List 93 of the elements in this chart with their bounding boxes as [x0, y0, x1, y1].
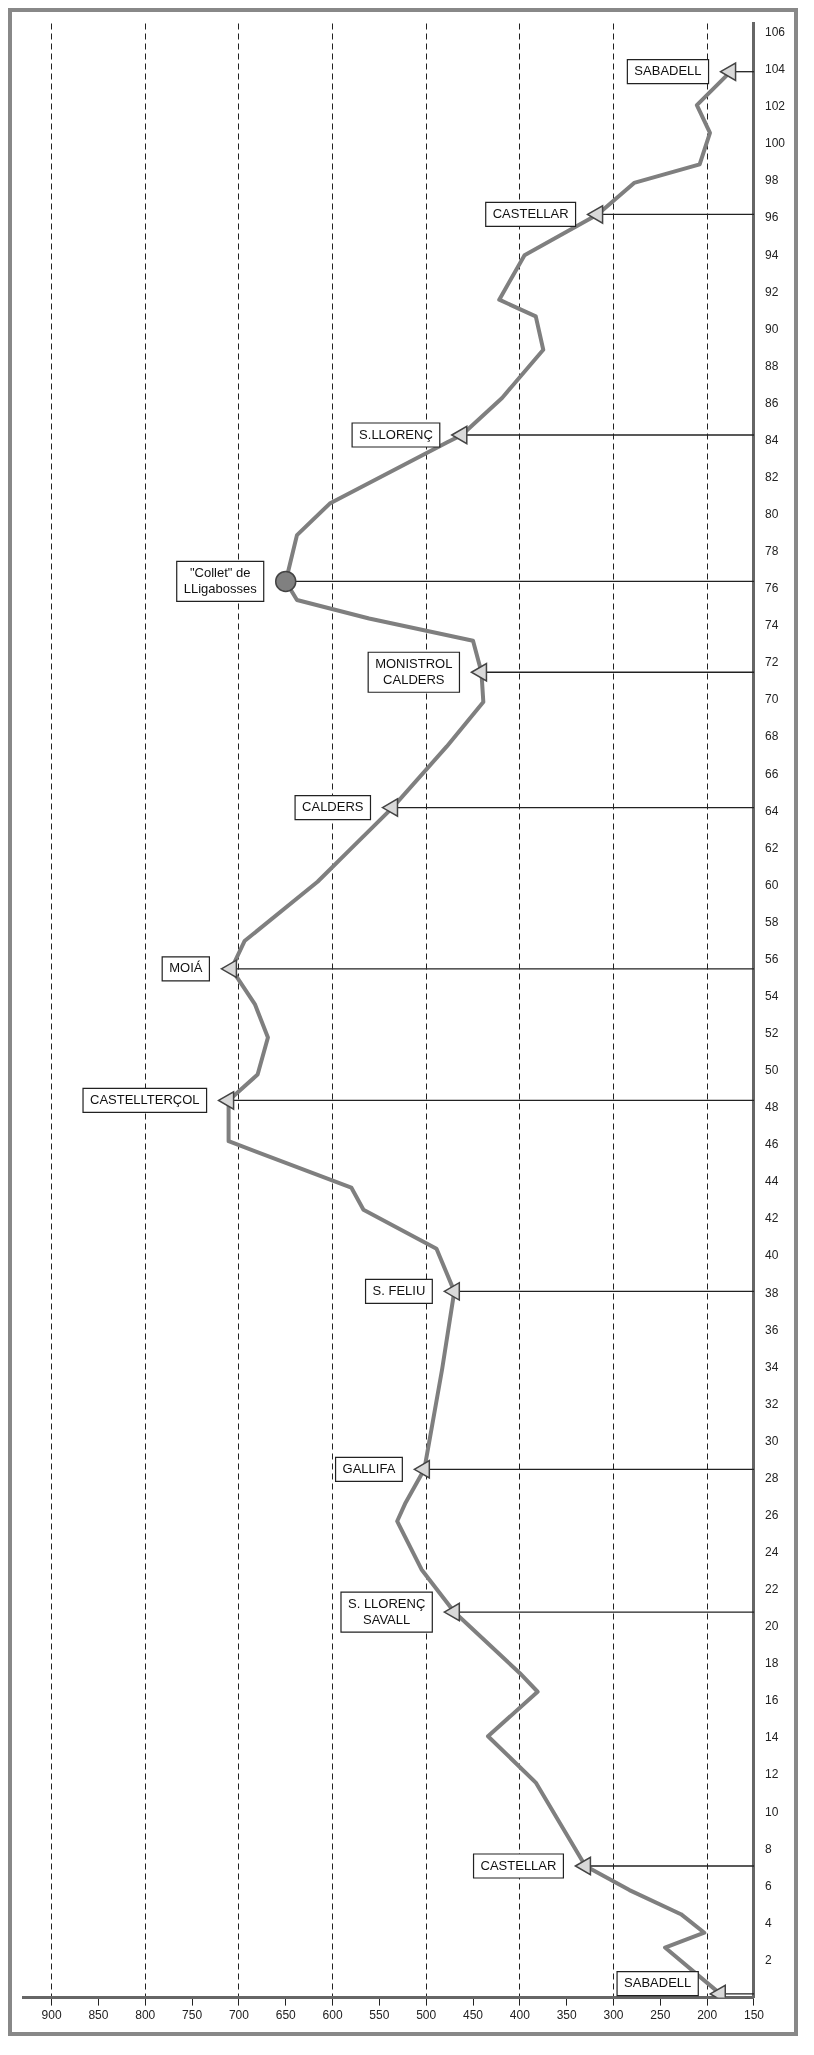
y-tick-label: 54: [764, 988, 779, 1003]
point: [443, 1281, 461, 1301]
y-tick-label: 104: [764, 62, 786, 77]
y-tick-label: 8: [764, 1841, 772, 1856]
x-tick-label: 550: [369, 2008, 390, 2023]
x-tick-label: 800: [135, 2008, 156, 2023]
y-tick-label: 4: [764, 1915, 772, 1930]
annotation: CASTELLTERÇOL: [90, 1092, 200, 1108]
y-tick-label: 82: [764, 469, 779, 484]
point: [443, 1602, 461, 1622]
y-tick-label: 88: [764, 358, 779, 373]
y-tick-label: 70: [764, 692, 779, 707]
y-tick-label: 74: [764, 618, 779, 633]
x-tick-label: 750: [182, 2008, 203, 2023]
x-tick-label: 350: [556, 2008, 578, 2023]
point: [586, 205, 604, 224]
y-tick-label: 26: [764, 1507, 779, 1522]
x-tick-label: 300: [603, 2008, 624, 2023]
y-tick-label: 62: [764, 840, 779, 855]
y-tick-label: 46: [764, 1137, 779, 1152]
annotation: CASTELLAR: [480, 1857, 557, 1873]
y-tick-label: 28: [764, 1470, 779, 1485]
annotation: CASTELLAR: [492, 206, 569, 221]
y-tick-label: 6: [764, 1878, 772, 1893]
y-tick-label: 42: [764, 1211, 779, 1226]
y-tick-label: 18: [764, 1656, 779, 1671]
point: [220, 959, 238, 979]
y-tick-label: 30: [764, 1433, 779, 1448]
y-tick-label: 48: [764, 1100, 779, 1115]
y-tick-label: 92: [764, 284, 779, 299]
y-tick-label: 50: [764, 1063, 779, 1078]
point: [217, 1091, 235, 1110]
y-tick-label: 44: [764, 1174, 779, 1189]
y-tick-label: 100: [764, 136, 786, 151]
point: [381, 798, 399, 817]
y-tick-label: 64: [764, 803, 779, 818]
y-tick-label: 22: [764, 1582, 779, 1597]
y-tick-label: 56: [764, 951, 779, 966]
y-tick-label: 102: [764, 99, 786, 114]
annotation: GALLIFA: [342, 1460, 396, 1476]
x-tick-label: 850: [88, 2008, 109, 2023]
y-tick-label: 12: [764, 1767, 779, 1782]
point: [413, 1459, 431, 1479]
annotation: MONISTROL CALDERS: [375, 655, 453, 687]
x-tick-label: 450: [463, 2008, 484, 2023]
y-tick-label: 16: [764, 1693, 779, 1708]
annotation: S.LLORENÇ: [359, 426, 433, 442]
y-tick-label: 90: [764, 321, 779, 336]
x-tick-label: 250: [650, 2008, 671, 2023]
y-tick-label: 76: [764, 581, 779, 596]
y-tick-label: 36: [764, 1322, 779, 1337]
y-tick-label: 96: [764, 210, 779, 225]
annotation: SABADELL: [634, 63, 702, 79]
x-tick-label: 200: [697, 2008, 718, 2023]
y-tick-label: 34: [764, 1359, 779, 1374]
annotation: MOIÁ: [169, 960, 203, 976]
y-tick-label: 2: [764, 1952, 772, 1967]
y-tick-label: 98: [764, 173, 779, 188]
y-tick-label: 24: [764, 1545, 779, 1560]
y-tick-label: 68: [764, 729, 779, 744]
annotation: S. FELIU: [372, 1282, 426, 1298]
y-tick-label: 32: [764, 1396, 779, 1411]
x-tick-label: 600: [322, 2008, 343, 2023]
annotation: SABADELL: [624, 1975, 692, 1991]
point: [574, 1856, 592, 1876]
x-tick-label: 500: [416, 2008, 437, 2023]
y-tick-label: 40: [764, 1248, 779, 1263]
x-tick-label: 900: [41, 2008, 62, 2023]
y-tick-label: 66: [764, 766, 779, 781]
y-tick-label: 10: [764, 1804, 779, 1819]
x-tick-label: 400: [509, 2008, 531, 2023]
x-tick-label: 700: [228, 2008, 250, 2023]
y-tick-label: 72: [764, 655, 779, 670]
x-tick-label: 150: [743, 2008, 765, 2023]
annotation: S. LLORENÇ SAVALL: [347, 1595, 426, 1627]
y-tick-label: 94: [764, 247, 779, 262]
x-tick-label: 650: [275, 2008, 297, 2023]
y-tick-label: 78: [764, 544, 779, 559]
point: [719, 62, 737, 82]
y-tick-label: 38: [764, 1285, 779, 1300]
y-tick-label: 86: [764, 395, 779, 410]
annotation: "Collet" de LLigabosses: [183, 565, 258, 597]
y-tick-label: 14: [764, 1730, 779, 1745]
y-tick-label: 60: [764, 877, 779, 892]
y-tick-label: 52: [764, 1026, 779, 1041]
point: [470, 662, 488, 682]
y-tick-label: 20: [764, 1619, 779, 1634]
y-tick-label: 58: [764, 914, 779, 929]
annotation: CALDERS: [302, 799, 364, 815]
y-tick-label: 106: [764, 25, 786, 40]
point: [451, 425, 468, 445]
y-tick-label: 80: [764, 507, 779, 522]
y-tick-label: 84: [764, 432, 779, 447]
